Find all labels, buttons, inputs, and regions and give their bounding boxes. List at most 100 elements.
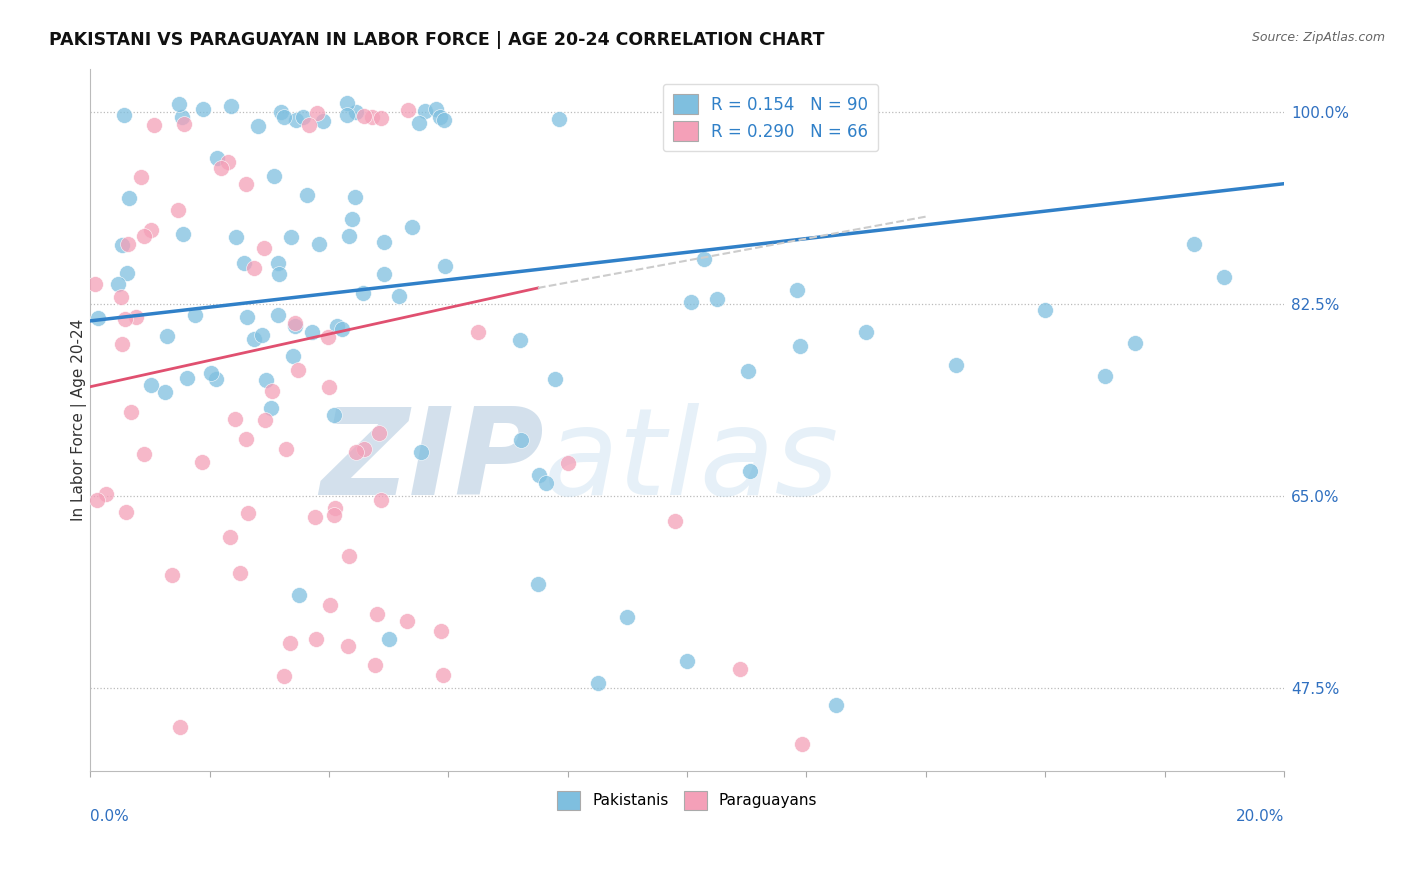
Point (114, 108, 136, 122)
Point (413, 104, 436, 119)
Point (219, 98, 242, 112)
Point (86, 493, 108, 508)
Point (273, 110, 295, 124)
Point (323, 508, 346, 523)
Point (129, 169, 152, 184)
Point (664, 514, 686, 528)
Point (364, 658, 387, 673)
Point (681, 295, 703, 310)
Point (396, 103, 419, 117)
Point (509, 334, 531, 348)
Point (94, 487, 117, 501)
Point (388, 289, 411, 303)
Point (693, 252, 716, 266)
Point (308, 237, 330, 252)
Point (280, 230, 302, 244)
Point (1033, 302, 1056, 317)
Point (305, 632, 328, 647)
Point (676, 654, 699, 668)
Point (156, 328, 179, 343)
Point (200, 366, 222, 380)
Point (183, 308, 205, 322)
Point (336, 108, 359, 122)
Point (586, 676, 609, 690)
Point (235, 178, 257, 192)
Point (118, 191, 141, 205)
Point (87, 311, 110, 326)
Point (173, 117, 195, 131)
Point (319, 599, 342, 613)
Point (337, 549, 360, 564)
Point (110, 238, 132, 252)
Point (284, 317, 307, 331)
Point (337, 229, 360, 244)
Point (536, 476, 558, 491)
Text: PAKISTANI VS PARAGUAYAN IN LABOR FORCE | AGE 20-24 CORRELATION CHART: PAKISTANI VS PARAGUAYAN IN LABOR FORCE |… (49, 31, 825, 49)
Point (205, 151, 228, 165)
Point (377, 632, 399, 646)
Point (337, 639, 360, 653)
Point (434, 259, 457, 273)
Point (361, 110, 384, 124)
Legend: Pakistanis, Paraguayans: Pakistanis, Paraguayans (551, 785, 824, 815)
Point (318, 380, 340, 394)
Point (162, 568, 184, 582)
Point (193, 102, 215, 116)
Point (266, 256, 288, 270)
Point (527, 577, 550, 591)
Point (228, 566, 250, 581)
Point (280, 636, 302, 650)
Point (429, 110, 451, 124)
Point (353, 109, 375, 123)
Point (298, 118, 321, 132)
Point (340, 211, 363, 226)
Point (370, 492, 392, 507)
Point (786, 283, 808, 297)
Point (304, 509, 326, 524)
Text: atlas: atlas (544, 403, 839, 520)
Point (139, 378, 162, 392)
Point (111, 336, 134, 351)
Text: Source: ZipAtlas.com: Source: ZipAtlas.com (1251, 31, 1385, 45)
Point (343, 190, 366, 204)
Point (292, 110, 315, 124)
Point (284, 318, 307, 333)
Point (616, 610, 638, 624)
Point (190, 454, 212, 468)
Point (260, 384, 283, 398)
Point (430, 624, 453, 638)
Point (318, 330, 340, 344)
Point (738, 464, 761, 478)
Point (529, 467, 551, 482)
Point (370, 112, 392, 126)
Point (243, 332, 266, 346)
Point (217, 154, 239, 169)
Point (176, 370, 198, 384)
Point (352, 285, 374, 300)
Point (107, 277, 129, 292)
Point (205, 372, 228, 386)
Point (425, 102, 447, 116)
Point (273, 668, 295, 682)
Point (132, 229, 155, 244)
Point (114, 311, 136, 326)
Point (84, 277, 107, 291)
Point (367, 426, 389, 441)
Point (1123, 335, 1146, 350)
Point (322, 408, 344, 422)
Point (120, 405, 142, 419)
Point (233, 256, 256, 270)
Point (312, 113, 335, 128)
Point (433, 113, 456, 128)
Y-axis label: In Labor Force | Age 20-24: In Labor Force | Age 20-24 (72, 318, 87, 521)
Point (288, 588, 311, 602)
Point (225, 230, 247, 244)
Text: 0.0%: 0.0% (90, 809, 129, 824)
Point (411, 445, 433, 459)
Point (326, 318, 349, 333)
Point (789, 339, 811, 353)
Point (408, 115, 430, 129)
Point (260, 401, 283, 416)
Point (247, 120, 270, 134)
Point (373, 235, 395, 249)
